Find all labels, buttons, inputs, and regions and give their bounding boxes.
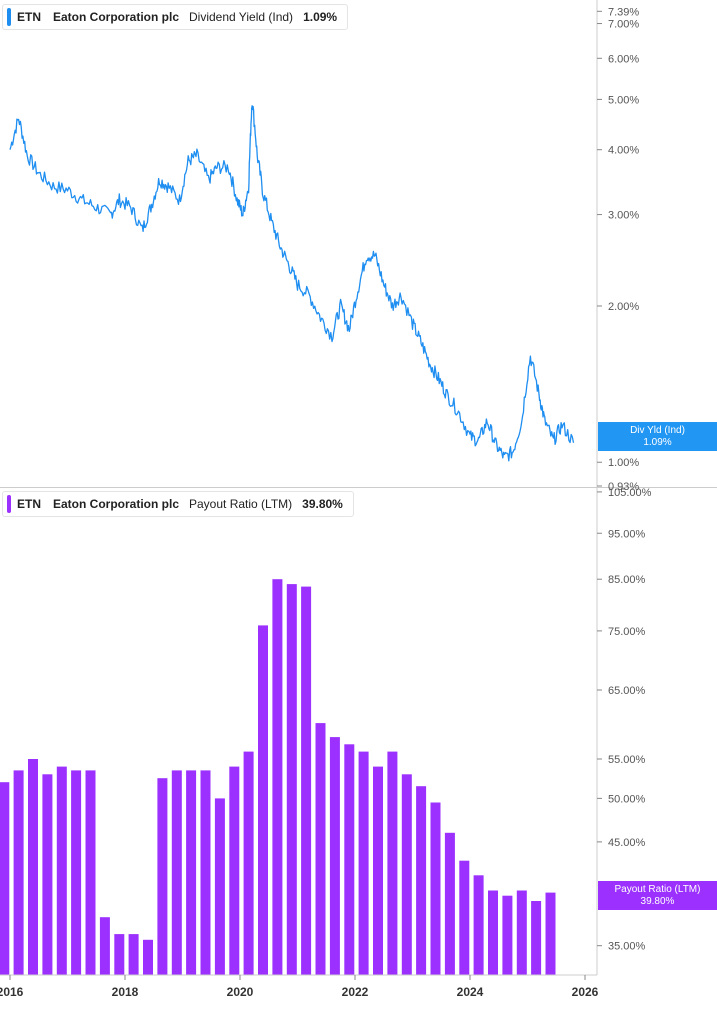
- payout-ratio-bar: [416, 786, 427, 975]
- legend-swatch-dividend-yield: [7, 8, 11, 26]
- payout-ratio-bar: [200, 770, 211, 975]
- payout-ratio-bar: [128, 934, 139, 975]
- payout-ratio-bar: [531, 901, 542, 975]
- y-tick-label-payout-ratio: 65.00%: [608, 685, 646, 697]
- current-value-tag-payout-ratio: Payout Ratio (LTM) 39.80%: [598, 881, 717, 910]
- y-tick-label-dividend-yield: 7.00%: [608, 19, 639, 31]
- tag-value: 39.80%: [640, 896, 675, 907]
- payout-ratio-bar: [444, 832, 455, 975]
- x-tick-label: 2016: [0, 985, 24, 999]
- tag-label: Payout Ratio (LTM): [614, 884, 701, 895]
- dividend-yield-line: [9, 105, 575, 462]
- legend-metric: Dividend Yield (Ind): [189, 10, 294, 24]
- payout-ratio-bar: [214, 798, 225, 975]
- legend-company: Eaton Corporation plc: [53, 497, 179, 511]
- legend-ticker: ETN: [17, 497, 41, 511]
- payout-ratio-bar: [387, 751, 398, 975]
- payout-ratio-bar: [258, 625, 268, 975]
- payout-ratio-bar: [329, 737, 340, 975]
- legend-payout-ratio: ETN Eaton Corporation plc Payout Ratio (…: [2, 491, 354, 517]
- payout-ratio-bar: [430, 802, 441, 975]
- y-tick-label-payout-ratio: 105.00%: [608, 487, 652, 499]
- payout-ratio-bar: [71, 770, 82, 975]
- y-tick-label-dividend-yield: 7.39%: [608, 6, 639, 18]
- payout-ratio-bar: [545, 892, 556, 975]
- y-tick-label-payout-ratio: 45.00%: [608, 837, 646, 849]
- payout-ratio-bar: [171, 770, 182, 975]
- legend-swatch-payout-ratio: [7, 495, 11, 513]
- payout-ratio-bar: [56, 766, 67, 975]
- y-tick-label-payout-ratio: 35.00%: [608, 941, 646, 953]
- y-tick-label-dividend-yield: 6.00%: [608, 53, 639, 65]
- payout-ratio-bar: [99, 917, 110, 975]
- y-tick-label-dividend-yield: 4.00%: [608, 145, 639, 157]
- payout-ratio-bar: [502, 895, 513, 975]
- y-tick-label-dividend-yield: 0.93%: [608, 481, 639, 493]
- payout-ratio-bar: [229, 766, 240, 975]
- y-tick-label-payout-ratio: 85.00%: [608, 574, 646, 586]
- y-tick-label-dividend-yield: 5.00%: [608, 94, 639, 106]
- legend-metric: Payout Ratio (LTM): [189, 497, 293, 511]
- y-tick-label-payout-ratio: 50.00%: [608, 793, 646, 805]
- payout-ratio-bar: [286, 584, 297, 975]
- payout-ratio-bar: [243, 751, 254, 975]
- payout-ratio-bar: [373, 766, 383, 975]
- x-tick-label: 2022: [342, 985, 369, 999]
- legend-value: 1.09%: [303, 10, 338, 24]
- y-tick-label-dividend-yield: 1.00%: [608, 457, 639, 469]
- tag-label: Div Yld (Ind): [630, 425, 685, 436]
- y-tick-label-payout-ratio: 55.00%: [608, 754, 646, 766]
- tag-value: 1.09%: [643, 437, 672, 448]
- payout-ratio-bar: [13, 770, 24, 975]
- legend-ticker: ETN: [17, 10, 41, 24]
- x-tick-label: 2026: [572, 985, 599, 999]
- payout-ratio-bar: [157, 778, 168, 975]
- current-value-tag-dividend-yield: Div Yld (Ind) 1.09%: [598, 422, 717, 451]
- y-tick-label-dividend-yield: 3.00%: [608, 210, 639, 222]
- x-tick-label: 2018: [112, 985, 139, 999]
- legend-company: Eaton Corporation plc: [53, 10, 179, 24]
- y-tick-label-payout-ratio: 95.00%: [608, 528, 646, 540]
- payout-ratio-bar: [0, 782, 10, 975]
- y-tick-label-dividend-yield: 2.00%: [608, 301, 639, 313]
- payout-ratio-bar: [516, 890, 527, 975]
- payout-ratio-bar: [186, 770, 197, 975]
- y-tick-label-payout-ratio: 75.00%: [608, 626, 646, 638]
- payout-ratio-bar: [85, 770, 96, 975]
- payout-ratio-bar: [272, 579, 283, 975]
- payout-ratio-bar: [473, 875, 484, 975]
- payout-ratio-bar: [344, 744, 355, 975]
- legend-value: 39.80%: [302, 497, 343, 511]
- legend-dividend-yield: ETN Eaton Corporation plc Dividend Yield…: [2, 4, 349, 30]
- payout-ratio-bar: [143, 939, 153, 975]
- payout-ratio-bar: [459, 860, 470, 975]
- payout-ratio-bar: [315, 723, 326, 975]
- payout-ratio-bar: [42, 774, 53, 975]
- payout-ratio-bar: [114, 934, 125, 975]
- payout-ratio-bar: [488, 890, 498, 975]
- payout-ratio-bar: [358, 751, 369, 975]
- x-tick-label: 2020: [227, 985, 254, 999]
- payout-ratio-bar: [28, 759, 38, 975]
- payout-ratio-bar: [401, 774, 412, 975]
- x-tick-label: 2024: [457, 985, 484, 999]
- payout-ratio-bar: [301, 586, 312, 975]
